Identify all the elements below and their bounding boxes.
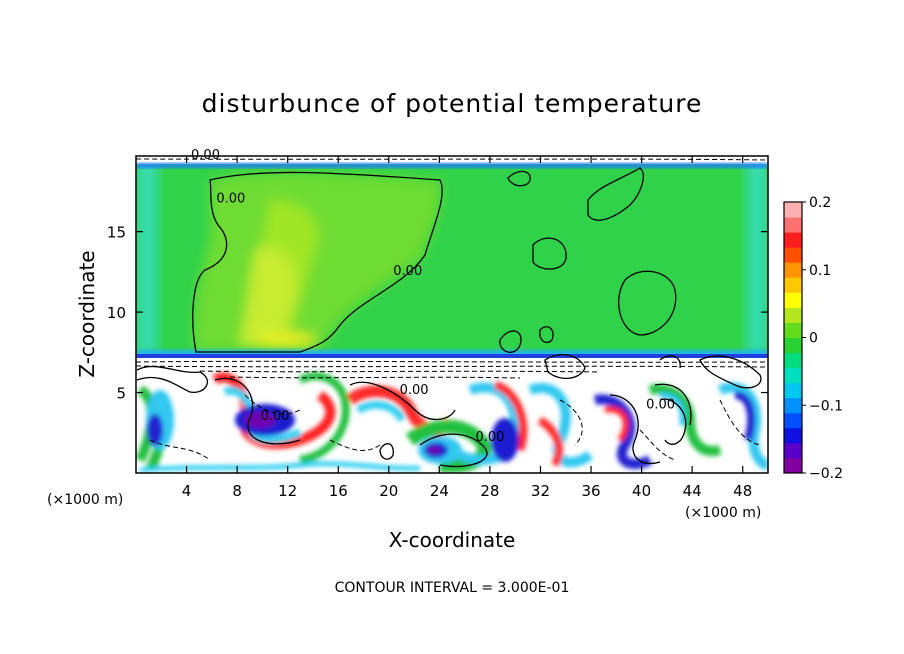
x-tick-label: 12 (278, 482, 297, 500)
colorbar-swatch (784, 352, 802, 369)
colorbar-swatch (784, 232, 802, 248)
x-tick-label: 20 (379, 482, 398, 500)
contour-label: 0.00 (216, 192, 245, 207)
x-tick-label: 40 (632, 482, 651, 500)
colorbar-swatch (784, 322, 802, 338)
colorbar-swatch (784, 412, 802, 429)
x-tick-label: 28 (480, 482, 499, 500)
heatmap-field (136, 156, 768, 473)
x-tick-label: 44 (683, 482, 702, 500)
colorbar-swatch (784, 427, 802, 444)
x-tick-label: 16 (329, 482, 348, 500)
x-tick-label: 48 (733, 482, 752, 500)
dashed-contours (136, 158, 768, 461)
contour-lines (136, 167, 762, 468)
colorbar-swatch (784, 337, 802, 354)
colorbar-tick-label: −0.2 (809, 466, 843, 482)
chart-title: disturbunce of potential temperature (202, 89, 703, 118)
contour-label: 0.00 (393, 264, 422, 279)
contour-label: 0.00 (400, 383, 429, 398)
colorbar-swatch (784, 457, 802, 474)
colorbar-swatch (784, 367, 802, 384)
colorbar-swatch (784, 307, 802, 323)
colorbar-swatch (784, 202, 802, 218)
x-unit-label-left: (×1000 m) (47, 492, 123, 508)
contour-label: 0.00 (475, 430, 504, 445)
colorbar-swatch (784, 262, 802, 278)
x-tick-label: 36 (581, 482, 600, 500)
colorbar-tick-label: −0.1 (809, 398, 843, 414)
y-tick-label: 5 (116, 385, 126, 403)
plot-frame (135, 155, 769, 474)
contour-label: 0.00 (646, 398, 675, 413)
contour-label: 0.00 (261, 409, 290, 424)
colorbar-swatch (784, 277, 802, 293)
colorbar-tick-label: 0.1 (809, 263, 831, 279)
x-tick-label: 24 (430, 482, 449, 500)
colorbar-tick-label: 0 (809, 331, 818, 347)
colorbar-swatch (784, 397, 802, 414)
colorbar-swatch (784, 292, 802, 308)
colorbar-swatch (784, 217, 802, 233)
x-axis-title: X-coordinate (389, 528, 516, 552)
y-unit-label: (×1000 m) (685, 505, 761, 521)
x-tick-label: 4 (182, 482, 192, 500)
x-tick-label: 32 (531, 482, 550, 500)
contour-labels: 0.000.000.000.000.000.000.00 (191, 148, 675, 445)
y-tick-label: 10 (107, 304, 126, 322)
colorbar-swatch (784, 382, 802, 399)
x-tick-label: 8 (232, 482, 242, 500)
colorbar-swatch (784, 442, 802, 459)
colorbar-tick-label: 0.2 (809, 195, 831, 211)
colorbar-swatch (784, 247, 802, 263)
y-tick-label: 15 (107, 224, 126, 242)
contour-interval-note: CONTOUR INTERVAL = 3.000E-01 (335, 580, 570, 596)
y-axis-title: Z-coordinate (75, 250, 99, 377)
colorbar: 0.2 0.1 0 −0.1 −0.2 (783, 195, 843, 482)
